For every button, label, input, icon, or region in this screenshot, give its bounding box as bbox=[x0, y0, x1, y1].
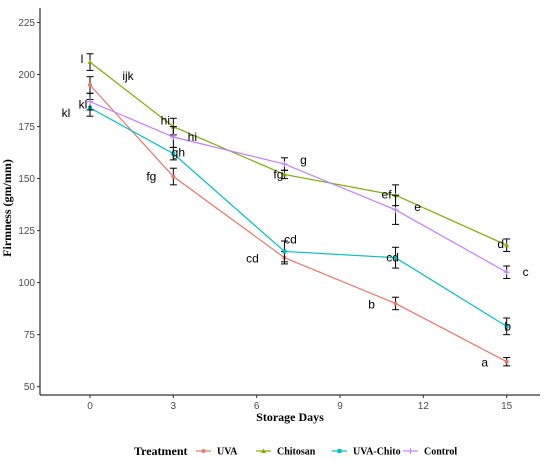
data-point bbox=[393, 301, 398, 306]
x-tick-label: 9 bbox=[337, 401, 343, 412]
significance-letter: c bbox=[523, 265, 529, 279]
data-point bbox=[504, 242, 510, 248]
x-tick-label: 0 bbox=[87, 401, 93, 412]
data-point bbox=[87, 98, 93, 105]
data-point bbox=[393, 255, 398, 260]
significance-letters: ijk fg cd b a l hi fg ef d kl gh cd cd b kl hi g e c bbox=[62, 52, 529, 370]
significance-letter: fg bbox=[146, 170, 156, 184]
significance-letter: cd bbox=[246, 252, 259, 266]
significance-letter: ef bbox=[382, 187, 393, 201]
y-axis-title: Firmness (gm/mm) bbox=[0, 159, 14, 257]
significance-letter: ijk bbox=[122, 69, 134, 83]
significance-letter: b bbox=[368, 297, 375, 311]
data-point bbox=[171, 174, 176, 179]
legend-item-uva: UVA bbox=[196, 447, 238, 458]
legend-title: Treatment bbox=[134, 444, 188, 458]
significance-letter: kl bbox=[79, 98, 88, 112]
data-point bbox=[88, 82, 92, 87]
data-point bbox=[281, 161, 288, 168]
y-tick-label: 75 bbox=[24, 330, 36, 341]
significance-letter: cd bbox=[284, 232, 297, 246]
significance-letter: gh bbox=[172, 146, 185, 160]
legend-label: Control bbox=[424, 447, 457, 458]
y-tick-label: 225 bbox=[18, 18, 35, 29]
data-point bbox=[171, 151, 176, 156]
series-uva-chito bbox=[86, 99, 511, 336]
series-line-uva bbox=[89, 84, 507, 363]
data-point bbox=[281, 171, 287, 177]
legend: Treatment UVA Chitosan UVA-Chito Control bbox=[134, 444, 457, 458]
legend-key-marker bbox=[201, 449, 206, 453]
legend-item-control: Control bbox=[403, 447, 457, 458]
data-point bbox=[503, 269, 510, 276]
y-tick-label: 150 bbox=[18, 174, 35, 185]
data-point bbox=[504, 359, 509, 364]
x-tick-label: 12 bbox=[418, 401, 430, 412]
legend-label: UVA bbox=[217, 447, 238, 458]
significance-letter: g bbox=[300, 153, 307, 167]
significance-letter: cd bbox=[386, 251, 399, 265]
data-point bbox=[282, 249, 287, 254]
significance-letter: fg bbox=[273, 167, 283, 181]
series-chitosan bbox=[86, 53, 511, 252]
y-tick-label: 50 bbox=[24, 382, 36, 393]
series-control bbox=[86, 92, 511, 279]
y-tick-label: 175 bbox=[18, 122, 35, 133]
legend-label: Chitosan bbox=[277, 447, 316, 458]
data-point bbox=[392, 206, 399, 213]
significance-letter: l bbox=[81, 52, 84, 66]
legend-item-uva-chito: UVA-Chito bbox=[332, 447, 401, 458]
data-point bbox=[87, 59, 93, 65]
y-tick-label: 200 bbox=[18, 70, 35, 81]
data-point bbox=[504, 324, 509, 329]
x-axis: 0 3 6 9 12 15 bbox=[40, 394, 540, 412]
legend-key-marker bbox=[261, 448, 266, 453]
significance-letter: hi bbox=[161, 114, 170, 128]
significance-letter: d bbox=[497, 237, 504, 251]
y-tick-label: 100 bbox=[18, 278, 35, 289]
series-group bbox=[86, 53, 511, 367]
legend-label: UVA-Chito bbox=[353, 447, 401, 458]
legend-key-marker bbox=[407, 448, 414, 454]
significance-letter: e bbox=[414, 200, 421, 214]
y-tick-label: 125 bbox=[18, 226, 35, 237]
data-point bbox=[170, 134, 177, 140]
x-tick-label: 15 bbox=[501, 401, 513, 412]
legend-key-marker bbox=[337, 449, 342, 453]
significance-letter: b bbox=[504, 319, 511, 333]
series-uva bbox=[86, 76, 511, 367]
significance-letter: hi bbox=[188, 130, 197, 144]
x-axis-title: Storage Days bbox=[256, 410, 324, 424]
significance-letter: a bbox=[481, 356, 488, 370]
x-tick-label: 3 bbox=[171, 401, 177, 412]
legend-item-chitosan: Chitosan bbox=[256, 447, 316, 458]
series-line-control bbox=[89, 101, 507, 273]
significance-letter: kl bbox=[62, 106, 71, 120]
x-tick-label: 6 bbox=[254, 401, 260, 412]
y-axis: 50 75 100 125 150 175 200 225 bbox=[18, 8, 41, 395]
